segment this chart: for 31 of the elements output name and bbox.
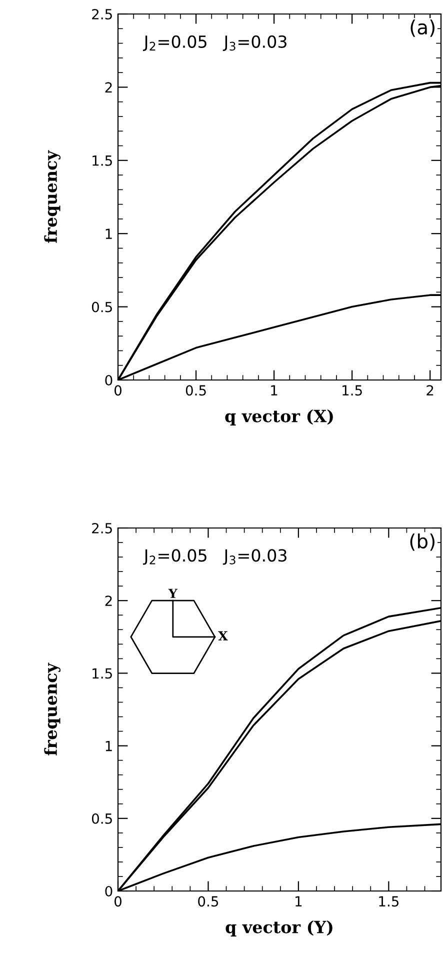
- x-tick-label: 0.5: [186, 385, 206, 396]
- y-tick-label: 0.5: [92, 813, 112, 824]
- y-tick-label: 2.5: [92, 522, 112, 534]
- y-tick-label: 2: [105, 596, 112, 606]
- x-axis-title: q vector (X): [225, 409, 333, 426]
- x-tick-label: 0.5: [198, 896, 218, 907]
- y-tick-label: 1.5: [92, 156, 112, 166]
- y-axis-title: frequency: [44, 662, 60, 756]
- y-tick-label: 2: [105, 82, 112, 92]
- x-tick-label: 1: [296, 896, 302, 906]
- annotation: (b): [410, 533, 434, 551]
- x-tick-label: 0: [114, 385, 122, 396]
- y-tick-label: 1: [106, 740, 112, 752]
- y-tick-label: 0.5: [92, 302, 112, 312]
- y-tick-label: 1.5: [92, 668, 112, 679]
- annotation: J$_{2}$=0.05 J$_{3}$=0.03: [142, 35, 286, 52]
- x-tick-label: 1.5: [379, 896, 398, 907]
- y-tick-label: 0: [105, 886, 112, 896]
- annotation: Y: [168, 588, 178, 598]
- y-axis-title: frequency: [44, 150, 60, 243]
- x-tick-label: 0: [114, 896, 122, 907]
- y-tick-label: 0: [105, 374, 112, 386]
- x-axis-title: q vector (Y): [226, 920, 332, 937]
- annotation: J$_{2}$=0.05 J$_{3}$=0.03: [142, 549, 286, 565]
- y-tick-label: 1: [106, 228, 112, 239]
- y-tick-label: 2.5: [92, 8, 112, 20]
- x-tick-label: 1: [271, 385, 278, 396]
- annotation: (a): [410, 20, 434, 37]
- x-tick-label: 2: [426, 385, 434, 396]
- annotation: X: [218, 631, 228, 640]
- x-tick-label: 1.5: [342, 385, 362, 396]
